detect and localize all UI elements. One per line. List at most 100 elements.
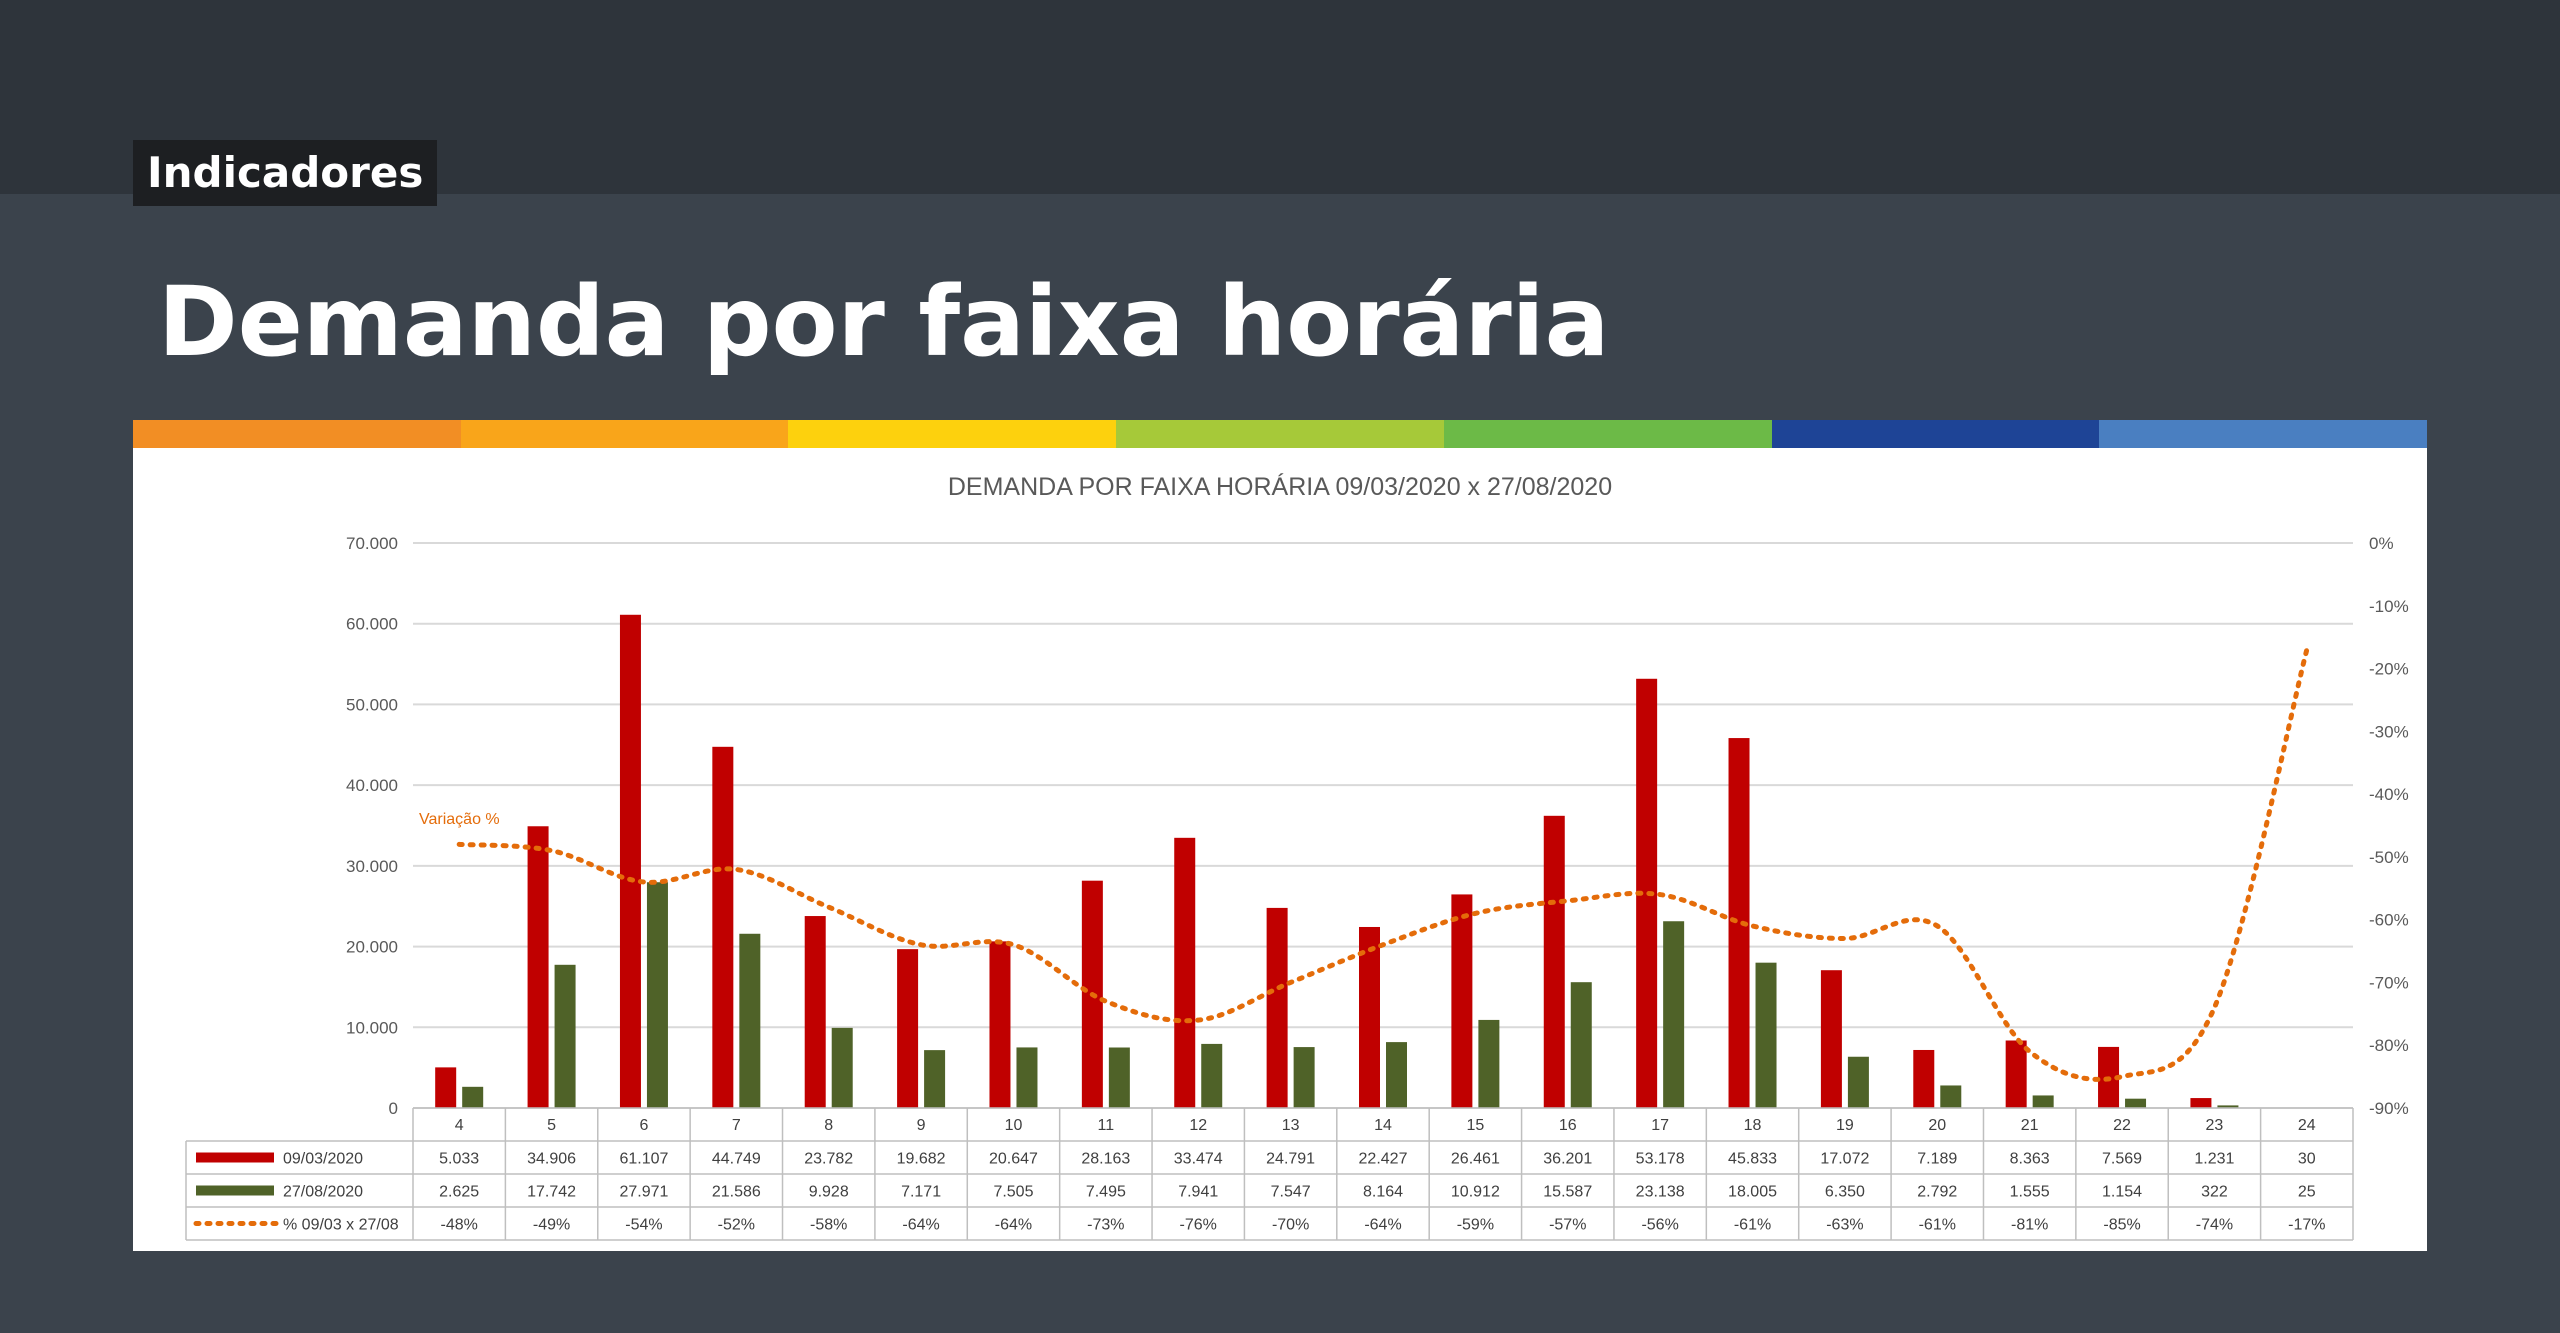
data-label: 19.682 xyxy=(897,1151,946,1168)
bar-series-2 xyxy=(1847,1056,1869,1108)
bar-series-2 xyxy=(1108,1047,1130,1108)
stripe-segment xyxy=(1116,420,1444,448)
data-label: 33.474 xyxy=(1174,1151,1223,1168)
y-tick-label: 20.000 xyxy=(346,938,398,957)
x-tick-label: 19 xyxy=(1836,1117,1854,1134)
y-tick-label: 70.000 xyxy=(346,534,398,553)
bar-series-2 xyxy=(1663,921,1685,1108)
data-label: 44.749 xyxy=(712,1151,761,1168)
bar-series-2 xyxy=(831,1027,853,1108)
bar-series-2 xyxy=(2125,1098,2147,1108)
bar-series-2 xyxy=(1570,982,1592,1108)
bar-series-1 xyxy=(527,826,549,1108)
data-label: 7.495 xyxy=(1086,1184,1126,1201)
data-label: 20.647 xyxy=(989,1151,1038,1168)
section-tag: Indicadores xyxy=(133,140,438,206)
data-label: 7.505 xyxy=(993,1184,1033,1201)
y2-tick-label: -60% xyxy=(2369,911,2409,930)
bar-series-2 xyxy=(1386,1042,1407,1108)
bar-series-2 xyxy=(554,964,576,1108)
data-label: -81% xyxy=(2011,1217,2048,1234)
bar-series-2 xyxy=(2217,1105,2239,1108)
stripe-segment xyxy=(133,420,461,448)
data-label: 18.005 xyxy=(1728,1184,1777,1201)
data-label: -52% xyxy=(718,1217,755,1234)
y-tick-label: 0 xyxy=(389,1099,398,1118)
x-tick-label: 21 xyxy=(2021,1117,2039,1134)
y2-tick-label: -20% xyxy=(2369,660,2409,679)
data-label: -56% xyxy=(1641,1217,1678,1234)
x-tick-label: 23 xyxy=(2206,1117,2224,1134)
y2-tick-label: -70% xyxy=(2369,973,2409,992)
x-tick-label: 6 xyxy=(639,1117,648,1134)
data-label: -17% xyxy=(2288,1217,2325,1234)
bar-series-2 xyxy=(646,882,668,1108)
bar-series-2 xyxy=(1755,962,1777,1108)
data-label: 7.941 xyxy=(1178,1184,1218,1201)
x-tick-label: 17 xyxy=(1651,1117,1669,1134)
x-tick-label: 8 xyxy=(824,1117,833,1134)
data-label: -76% xyxy=(1180,1217,1217,1234)
data-label: 53.178 xyxy=(1636,1151,1685,1168)
data-label: 8.164 xyxy=(1363,1184,1403,1201)
x-tick-label: 13 xyxy=(1282,1117,1300,1134)
y2-tick-label: -90% xyxy=(2369,1099,2409,1118)
data-label: 9.928 xyxy=(809,1184,849,1201)
bar-series-1 xyxy=(1820,970,1842,1108)
y-tick-label: 60.000 xyxy=(346,615,398,634)
legend-label: % 09/03 x 27/08 xyxy=(283,1217,399,1234)
data-label: -64% xyxy=(1364,1217,1401,1234)
bar-series-2 xyxy=(739,933,761,1108)
x-tick-label: 12 xyxy=(1189,1117,1207,1134)
data-label: 30 xyxy=(2298,1151,2316,1168)
bar-series-1 xyxy=(1451,894,1473,1108)
bar-series-2 xyxy=(2032,1095,2054,1108)
bar-series-1 xyxy=(989,941,1011,1108)
y2-tick-label: 0% xyxy=(2369,534,2394,553)
bar-series-1 xyxy=(1174,837,1196,1108)
data-label: -61% xyxy=(1734,1217,1771,1234)
data-label: 26.461 xyxy=(1451,1151,1500,1168)
data-label: 22.427 xyxy=(1359,1151,1408,1168)
color-stripe xyxy=(133,420,2428,448)
variation-annotation: Variação % xyxy=(419,811,500,828)
y-tick-label: 30.000 xyxy=(346,857,398,876)
data-label: 28.163 xyxy=(1081,1151,1130,1168)
data-label: 23.138 xyxy=(1636,1184,1685,1201)
data-label: -63% xyxy=(1826,1217,1863,1234)
bar-series-1 xyxy=(1728,738,1750,1108)
y2-tick-label: -80% xyxy=(2369,1036,2409,1055)
x-tick-label: 16 xyxy=(1559,1117,1577,1134)
data-label: 27.971 xyxy=(619,1184,668,1201)
data-label: -59% xyxy=(1457,1217,1494,1234)
data-label: 1.231 xyxy=(2194,1151,2234,1168)
data-label: -48% xyxy=(441,1217,478,1234)
chart-title: DEMANDA POR FAIXA HORÁRIA 09/03/2020 x 2… xyxy=(948,472,1612,501)
legend-label: 09/03/2020 xyxy=(283,1151,363,1168)
bar-series-2 xyxy=(1293,1047,1315,1108)
variation-line xyxy=(456,647,2310,1082)
bar-series-1 xyxy=(1543,815,1565,1108)
stripe-segment xyxy=(1771,420,2100,448)
data-label: 7.189 xyxy=(1917,1151,1957,1168)
page-title: Demanda por faixa horária xyxy=(158,266,1610,378)
data-label: 25 xyxy=(2298,1184,2316,1201)
y-tick-label: 50.000 xyxy=(346,695,398,714)
bar-series-1 xyxy=(1913,1049,1935,1108)
data-label: -54% xyxy=(625,1217,662,1234)
x-tick-label: 11 xyxy=(1098,1117,1115,1134)
stripe-segment xyxy=(2099,420,2428,448)
bar-series-1 xyxy=(2005,1040,2027,1108)
data-label: 10.912 xyxy=(1451,1184,1500,1201)
x-tick-label: 4 xyxy=(455,1117,464,1134)
data-label: -74% xyxy=(2196,1217,2233,1234)
data-label: 21.586 xyxy=(712,1184,761,1201)
x-tick-label: 20 xyxy=(1928,1117,1946,1134)
bar-series-1 xyxy=(435,1067,457,1108)
data-label: 2.625 xyxy=(439,1184,479,1201)
bar-series-1 xyxy=(1359,926,1380,1108)
x-tick-label: 22 xyxy=(2113,1117,2131,1134)
y2-tick-label: -30% xyxy=(2369,722,2409,741)
data-label: 61.107 xyxy=(619,1151,668,1168)
stripe-segment xyxy=(788,420,1117,448)
